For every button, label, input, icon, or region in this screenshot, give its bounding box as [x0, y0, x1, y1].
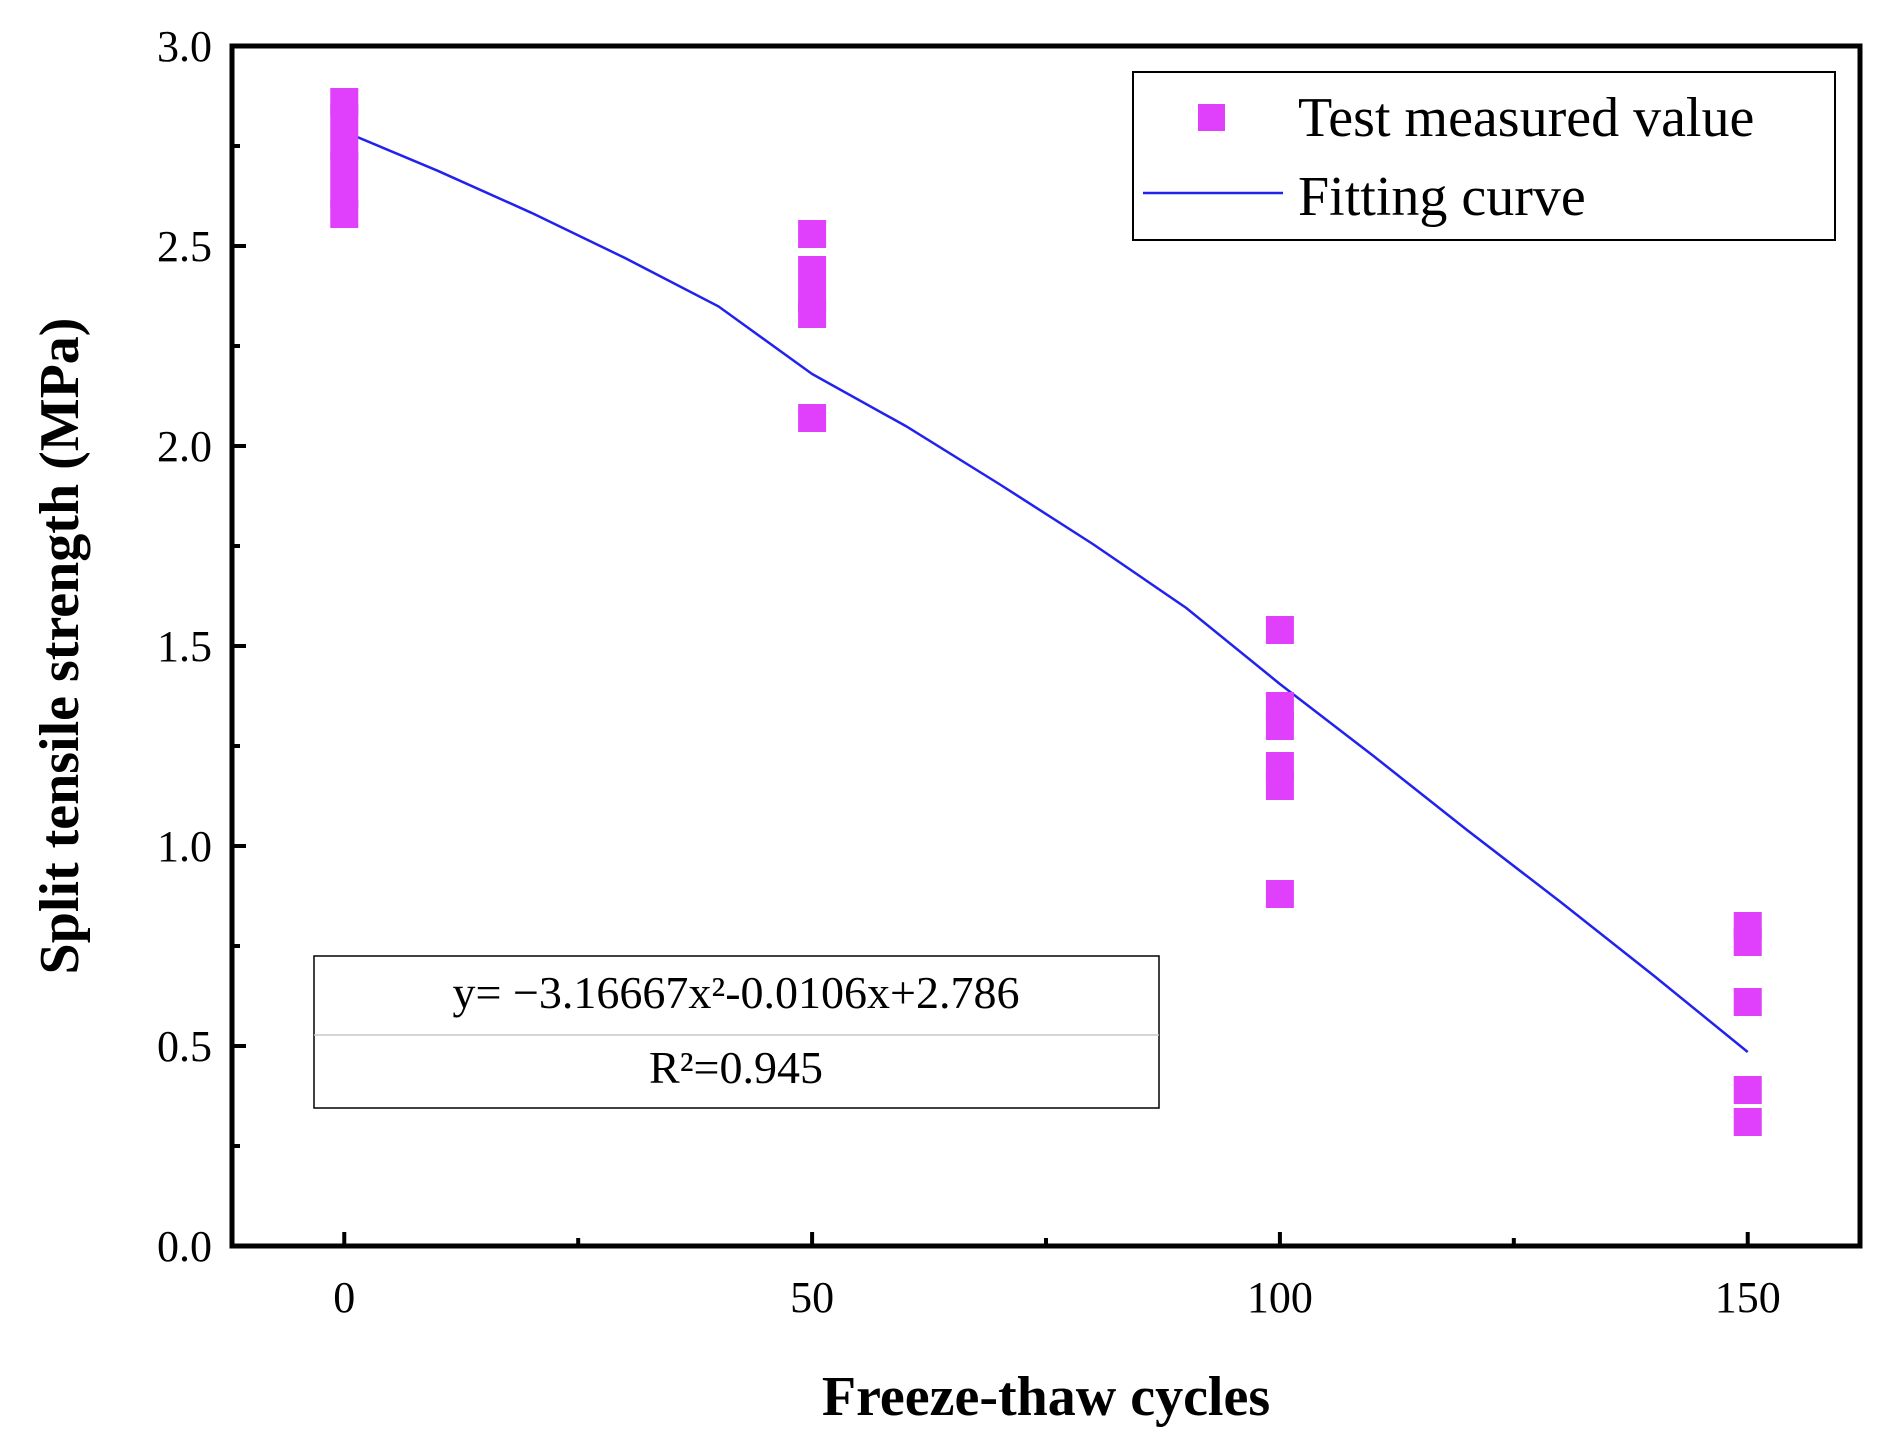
data-point: [1733, 1076, 1762, 1104]
legend-box: [1132, 71, 1836, 241]
equation-frame: [313, 955, 1160, 1109]
y-axis-title: Split tensile strength (MPa): [29, 318, 91, 975]
data-point: [1265, 772, 1294, 800]
y-tick-label: 0.0: [157, 1222, 212, 1271]
y-axis-ticks: 0.0 0.5 1.0 1.5 2.0 2.5 3.0: [157, 22, 246, 1271]
data-point: [1265, 712, 1294, 740]
data-point: [1265, 880, 1294, 908]
y-tick-label: 3.0: [157, 22, 212, 71]
fitting-curve-line: [343, 130, 1749, 1053]
legend-label-test-measured: Test measured value: [1298, 87, 1754, 149]
data-point: [798, 404, 827, 432]
data-point: [330, 152, 359, 180]
data-point: [1265, 616, 1294, 644]
x-tick-label: 0: [333, 1273, 355, 1322]
data-point: [330, 104, 359, 132]
equation-box: y= −3.16667x²-0.0106x+2.786 R²=0.945: [313, 955, 1160, 1109]
x-tick-label: 50: [790, 1273, 834, 1322]
r-squared-text: R²=0.945: [649, 1042, 823, 1093]
y-tick-label: 2.5: [157, 222, 212, 271]
legend-label-fitting-curve: Fitting curve: [1298, 166, 1586, 228]
x-tick-label: 150: [1715, 1273, 1781, 1322]
data-point: [1733, 988, 1762, 1016]
legend: Test measured value Fitting curve: [1132, 71, 1836, 241]
x-axis-ticks: 0 50 100 150: [333, 1232, 1781, 1322]
data-point: [798, 256, 827, 284]
x-axis-title: Freeze-thaw cycles: [822, 1366, 1270, 1428]
equation-text: y= −3.16667x²-0.0106x+2.786: [453, 967, 1020, 1018]
data-point: [798, 220, 827, 248]
scatter-points: [330, 88, 1762, 1136]
y-tick-label: 0.5: [157, 1022, 212, 1071]
data-point: [1733, 1108, 1762, 1136]
y-tick-label: 1.5: [157, 622, 212, 671]
y-tick-label: 2.0: [157, 422, 212, 471]
data-point: [798, 300, 827, 328]
data-point: [330, 200, 359, 228]
y-tick-label: 1.0: [157, 822, 212, 871]
data-point: [1733, 928, 1762, 956]
legend-square-marker: [1198, 104, 1225, 131]
x-tick-label: 100: [1247, 1273, 1313, 1322]
